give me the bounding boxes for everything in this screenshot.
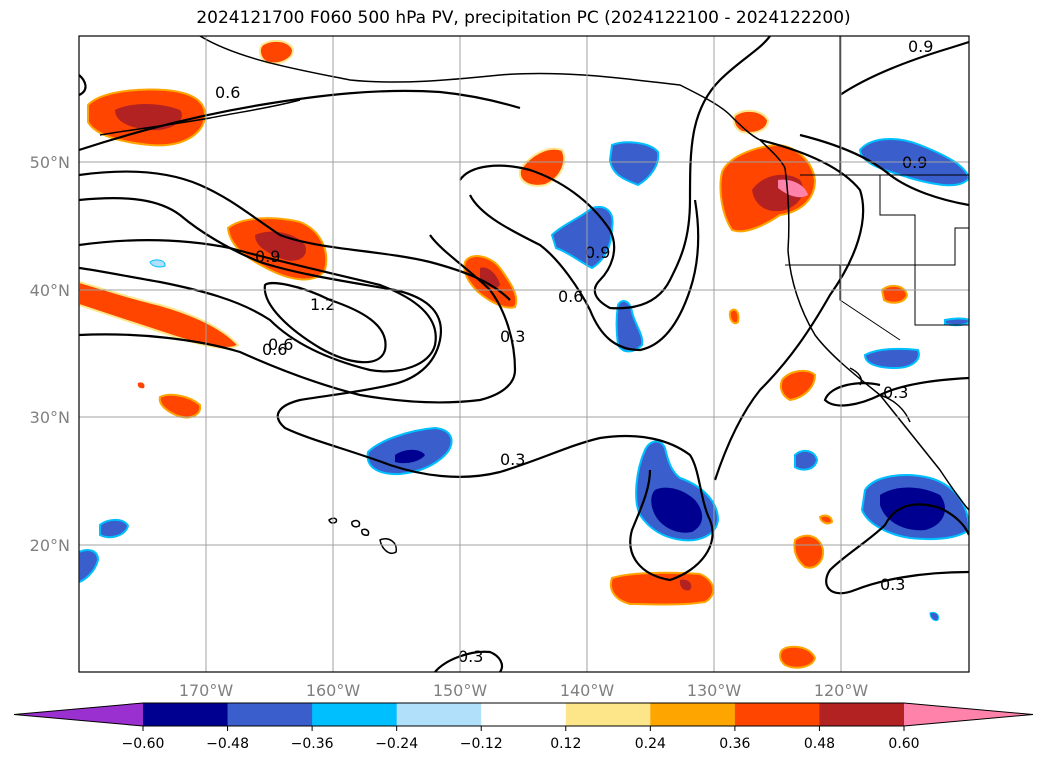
lat-label: 40°N: [30, 281, 70, 300]
contour-label: 0.6: [215, 83, 240, 102]
colorbar-tick-label: −0.36: [291, 736, 334, 752]
colorbar-tick-label: −0.12: [460, 736, 503, 752]
precip-blob: [608, 141, 660, 187]
contour-label: 0.3: [880, 575, 905, 594]
plot-area: [79, 36, 969, 672]
contour-label: 0.3: [500, 327, 525, 346]
precip-blob: [779, 369, 817, 402]
precip-blob: [258, 39, 295, 65]
precip-blob: [863, 347, 920, 370]
longitude-labels: 170°W 160°W 150°W 140°W 130°W 120°W: [179, 681, 869, 700]
precip-blob: [550, 206, 614, 270]
colorbar-extend-max: [904, 703, 1033, 726]
pv-contour-0.9-north: [79, 170, 511, 301]
contour-label: 1.2: [310, 295, 335, 314]
colorbar-extend-min: [14, 703, 143, 726]
coastlines: [99, 36, 969, 554]
contour-label: 0.3: [458, 647, 483, 666]
pv-contour-0.6-nw: [79, 74, 87, 97]
precip-blob: [158, 393, 202, 419]
colorbar-segment: [143, 703, 229, 726]
contour-label: 0.9: [908, 37, 933, 56]
colorbar-tick-label: −0.60: [122, 736, 165, 752]
precip-blob: [137, 382, 145, 389]
precip-blob: [87, 88, 207, 147]
precip-blob: [794, 449, 819, 471]
precip-blob: [79, 549, 100, 584]
colorbar-tick-label: −0.24: [375, 736, 418, 752]
colorbar-segment: [227, 703, 313, 726]
precip-negative-anomalies: [79, 138, 969, 621]
precip-blob: [79, 280, 240, 349]
colorbar-segment: [565, 703, 651, 726]
precip-blob: [615, 299, 644, 353]
precip-blob: [149, 259, 166, 268]
precip-blob: [728, 308, 740, 325]
contour-label: 0.3: [500, 450, 525, 469]
precip-blob: [929, 611, 939, 621]
pv-contour-0.3: [79, 197, 714, 582]
precip-blob: [610, 571, 715, 606]
contour-label: 0.9: [585, 243, 610, 262]
map-title: 2024121700 F060 500 hPa PV, precipitatio…: [196, 8, 851, 28]
precip-blob: [635, 440, 720, 542]
pv-contour-1.2: [263, 282, 387, 364]
colorbar-segment: [734, 703, 820, 726]
colorbar-tick-label: −0.48: [206, 736, 249, 752]
colorbar-segment: [396, 703, 482, 726]
colorbar-tick-label: 0.48: [804, 736, 835, 752]
precip-blob: [366, 426, 453, 476]
pv-contour-0.3-inner: [823, 376, 969, 407]
lon-label: 150°W: [433, 681, 488, 700]
contour-label: 0.3: [883, 383, 908, 402]
precip-blob: [719, 143, 817, 233]
pv-contour-0.9-mid: [459, 36, 771, 310]
lon-label: 170°W: [179, 681, 234, 700]
pv-contour-0.3-east: [713, 138, 865, 481]
lat-label: 30°N: [30, 408, 70, 427]
pv-contour-0.9-east: [839, 40, 969, 96]
lat-label: 20°N: [30, 536, 70, 555]
precip-blob: [880, 284, 909, 304]
precip-blob: [732, 109, 770, 134]
latitude-labels: 50°N 40°N 30°N 20°N: [30, 153, 70, 555]
colorbar: −0.60 −0.48 −0.36 −0.24 −0.12 0.12 0.24 0.36 0.4…: [13, 702, 1034, 752]
pv-contour-0.6: [79, 89, 521, 152]
precip-positive-anomalies: [79, 39, 909, 669]
gridlines: [79, 36, 969, 672]
pv-contours: [79, 36, 969, 672]
pv-contour-0.3-south: [434, 650, 504, 672]
political-borders: [785, 36, 969, 341]
colorbar-tick-label: 0.60: [888, 736, 919, 752]
colorbar-segment: [650, 703, 736, 726]
lon-label: 140°W: [560, 681, 615, 700]
lon-label: 120°W: [814, 681, 869, 700]
pv-contour-0.6-east: [799, 133, 969, 207]
precip-blob: [779, 645, 817, 669]
precip-blob: [99, 518, 130, 539]
lat-label: 50°N: [30, 153, 70, 172]
contour-labels: 0.6 0.9 1.2 0.9 0.6 0.3 0.3 0.9 0.6 0.9 …: [215, 37, 933, 666]
contour-label: 0.6: [262, 340, 287, 359]
colorbar-segment: [481, 703, 567, 726]
colorbar-tick-label: 0.24: [635, 736, 666, 752]
colorbar-segment: [819, 703, 905, 726]
pv-contour-0.3-se: [825, 503, 969, 595]
precip-blob: [518, 147, 566, 187]
colorbar-tick-label: 0.36: [719, 736, 750, 752]
pv-contour-0.6-mid: [469, 194, 700, 352]
plot-frame: [78, 35, 970, 673]
precip-blob: [860, 474, 969, 540]
precip-blob: [944, 317, 969, 327]
contour-label: 0.9: [255, 247, 280, 266]
lon-label: 160°W: [306, 681, 361, 700]
contour-label: 0.6: [268, 335, 293, 354]
lon-label: 130°W: [687, 681, 742, 700]
precip-blob: [793, 534, 825, 569]
contour-label: 0.6: [558, 287, 583, 306]
colorbar-segment: [312, 703, 398, 726]
precip-blob: [818, 514, 834, 525]
colorbar-tick-label: 0.12: [550, 736, 581, 752]
